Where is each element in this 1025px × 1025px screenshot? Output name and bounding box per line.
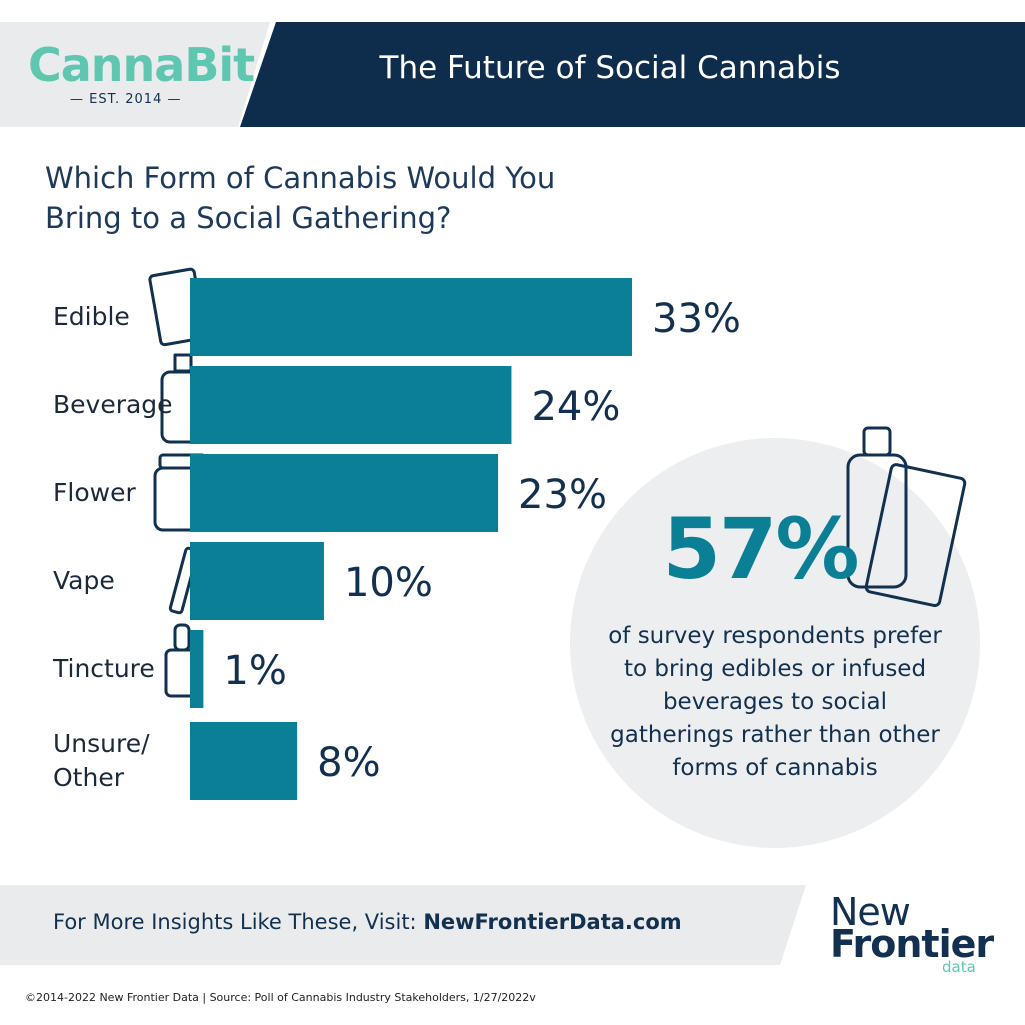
value-label: 10% — [344, 560, 433, 606]
footer-prompt: For More Insights Like These, Visit: — [53, 910, 417, 934]
bar — [190, 630, 204, 708]
footer-line: For More Insights Like These, Visit: New… — [53, 910, 682, 934]
category-label: Beverage — [53, 390, 173, 419]
category-label: Flower — [53, 478, 136, 507]
chart-title: Which Form of Cannabis Would You Bring t… — [45, 161, 556, 235]
callout-value: 57% — [662, 500, 859, 598]
value-label: 8% — [317, 740, 380, 786]
value-label: 33% — [652, 296, 741, 342]
logo: CannaBit — [28, 38, 255, 92]
footer-logo-data: data — [942, 958, 976, 976]
bar — [190, 454, 499, 532]
callout-text: of survey respondents prefer to bring ed… — [608, 623, 942, 781]
bar — [190, 366, 512, 444]
logo-tagline: — EST. 2014 — — [70, 92, 182, 107]
footer-logo-new: New — [830, 890, 911, 934]
footer-link[interactable]: NewFrontierData.com — [423, 910, 682, 934]
category-label: Edible — [53, 302, 130, 331]
category-label: Vape — [53, 566, 115, 595]
bar — [190, 722, 298, 800]
category-label: Tincture — [53, 654, 155, 683]
header-title: The Future of Social Cannabis — [379, 50, 841, 86]
copyright: ©2014-2022 New Frontier Data | Source: P… — [25, 991, 536, 1004]
value-label: 24% — [531, 384, 620, 430]
bar — [190, 542, 324, 620]
value-label: 1% — [223, 648, 286, 694]
footer-logo-frontier: Frontier — [830, 922, 994, 966]
category-label: Unsure/ Other — [53, 729, 150, 792]
bar — [190, 278, 632, 356]
value-label: 23% — [518, 472, 607, 518]
